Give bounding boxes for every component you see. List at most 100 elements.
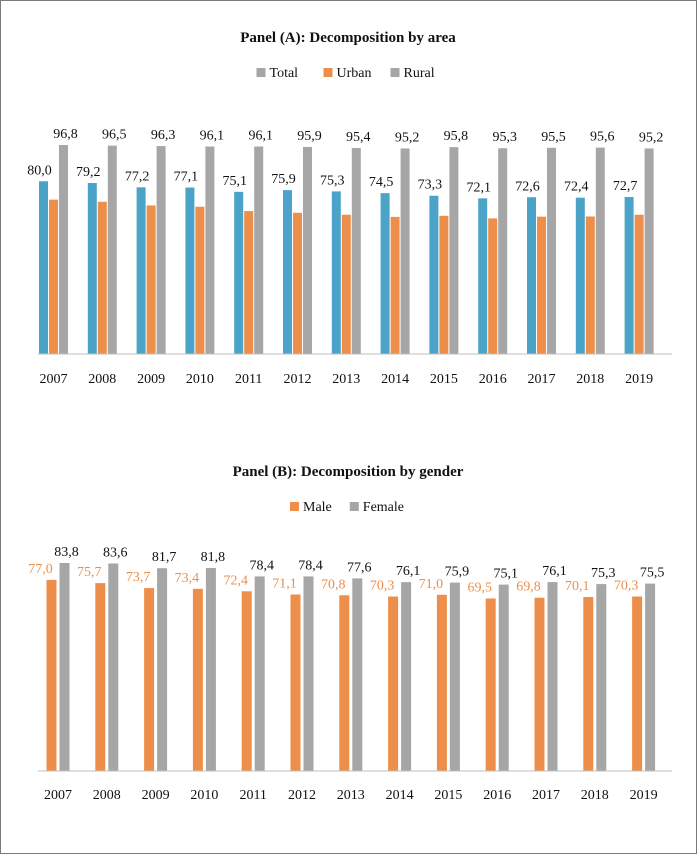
data-label-rural-2016: 95,3 (492, 130, 517, 145)
bar-total-2012 (283, 190, 292, 354)
data-label-rural-2013: 95,4 (346, 130, 371, 145)
x-tick-label-2017: 2017 (532, 788, 560, 803)
bar-urban-2015 (439, 215, 449, 354)
bar-rural-2017 (547, 147, 556, 354)
data-label-total-2009: 77,2 (125, 169, 150, 184)
data-label-total-2011: 75,1 (222, 174, 247, 189)
legend-label-female: Female (363, 500, 404, 515)
x-tick-label-2015: 2015 (430, 372, 458, 387)
bar-rural-2010 (205, 146, 215, 354)
bar-total-2010 (185, 187, 195, 354)
data-label-female-2013: 77,6 (347, 560, 372, 575)
data-label-total-2010: 77,1 (174, 170, 199, 185)
bar-female-2011 (254, 576, 265, 771)
data-label-male-2017: 69,8 (516, 580, 541, 595)
data-label-female-2009: 81,7 (152, 550, 177, 565)
bar-rural-2007 (59, 145, 68, 354)
data-label-female-2017: 76,1 (542, 564, 567, 579)
legend-label-male: Male (303, 500, 332, 515)
bar-female-2009 (157, 568, 168, 771)
bar-urban-2016 (488, 218, 498, 354)
bar-female-2015 (449, 582, 460, 771)
bar-rural-2008 (107, 145, 117, 354)
bar-rural-2015 (449, 147, 459, 354)
legend-swatch-rural (390, 68, 400, 77)
data-label-rural-2012: 95,9 (297, 129, 322, 144)
bar-rural-2016 (498, 148, 508, 354)
data-label-total-2013: 75,3 (320, 173, 345, 188)
data-label-female-2019: 75,5 (640, 566, 665, 581)
data-label-rural-2007: 96,8 (53, 127, 78, 142)
bar-total-2016 (478, 198, 488, 354)
x-tick-label-2011: 2011 (239, 788, 266, 803)
x-tick-label-2012: 2012 (284, 372, 312, 387)
x-tick-label-2013: 2013 (332, 372, 360, 387)
x-tick-label-2015: 2015 (434, 788, 462, 803)
panel-b-title: Panel (B): Decomposition by gender (233, 464, 464, 480)
panel-b-legend: Male Female (290, 500, 404, 515)
bar-male-2018 (583, 597, 594, 771)
bar-rural-2012 (303, 146, 312, 354)
bar-urban-2013 (341, 214, 351, 354)
bar-total-2019 (624, 197, 634, 354)
data-label-total-2012: 75,9 (271, 172, 296, 187)
bar-female-2018 (596, 584, 607, 771)
bar-female-2012 (303, 576, 314, 771)
legend-label-total: Total (270, 66, 299, 81)
data-label-male-2011: 72,4 (223, 573, 248, 588)
x-tick-label-2007: 2007 (44, 788, 72, 803)
bar-female-2008 (108, 563, 119, 771)
x-tick-label-2010: 2010 (190, 788, 218, 803)
bar-total-2007 (39, 181, 48, 354)
x-tick-label-2007: 2007 (40, 372, 68, 387)
x-tick-label-2012: 2012 (288, 788, 316, 803)
bar-male-2012 (290, 594, 301, 771)
bar-rural-2014 (400, 148, 410, 354)
data-label-total-2016: 72,1 (466, 180, 491, 195)
panel-a-bars: 80,0 96,8 79,2 96,5 77,2 96,3 77,1 96,1 75,1 96,1… (27, 127, 663, 354)
data-label-female-2007: 83,8 (54, 545, 79, 560)
data-label-male-2019: 70,3 (614, 579, 639, 594)
data-label-rural-2008: 96,5 (102, 128, 127, 143)
bar-male-2011 (241, 591, 252, 771)
x-tick-label-2009: 2009 (137, 372, 165, 387)
bar-female-2014 (401, 582, 412, 771)
bar-total-2017 (527, 197, 536, 354)
data-label-rural-2014: 95,2 (395, 130, 420, 145)
data-label-total-2008: 79,2 (76, 165, 101, 180)
data-label-male-2009: 73,7 (126, 570, 151, 585)
bar-total-2013 (331, 191, 341, 354)
bar-rural-2011 (254, 146, 264, 354)
x-tick-label-2016: 2016 (483, 788, 511, 803)
panel-b-bars: 77,083,875,783,673,781,773,481,872,478,4… (28, 545, 664, 771)
x-tick-label-2011: 2011 (235, 372, 262, 387)
data-label-total-2017: 72,6 (515, 179, 540, 194)
bar-male-2016 (485, 598, 496, 771)
data-label-rural-2017: 95,5 (541, 130, 566, 145)
bar-female-2019 (645, 583, 656, 771)
legend-label-rural: Rural (404, 66, 435, 81)
bar-female-2010 (205, 567, 216, 771)
bar-urban-2014 (390, 216, 400, 354)
bar-total-2008 (87, 183, 97, 354)
data-label-female-2015: 75,9 (445, 565, 470, 580)
x-tick-label-2018: 2018 (581, 788, 609, 803)
panel-b-x-ticks: 2007 2008 2009 2010 2011 2012 2013 2014 2015 2016… (44, 788, 658, 803)
bar-rural-2009 (156, 146, 166, 354)
x-tick-label-2009: 2009 (142, 788, 170, 803)
legend-swatch-urban (323, 68, 333, 77)
bar-rural-2018 (595, 147, 605, 354)
bar-male-2014 (388, 596, 399, 771)
data-label-rural-2019: 95,2 (639, 130, 664, 145)
bar-urban-2019 (634, 214, 644, 354)
bar-total-2015 (429, 195, 439, 354)
legend-swatch-female (349, 502, 359, 511)
x-tick-label-2016: 2016 (479, 372, 507, 387)
bar-total-2014 (380, 193, 390, 354)
data-label-male-2010: 73,4 (175, 571, 200, 586)
data-label-total-2019: 72,7 (613, 179, 638, 194)
data-label-female-2012: 78,4 (298, 558, 323, 573)
x-tick-label-2017: 2017 (528, 372, 556, 387)
data-label-female-2010: 81,8 (201, 550, 226, 565)
x-tick-label-2014: 2014 (381, 372, 409, 387)
